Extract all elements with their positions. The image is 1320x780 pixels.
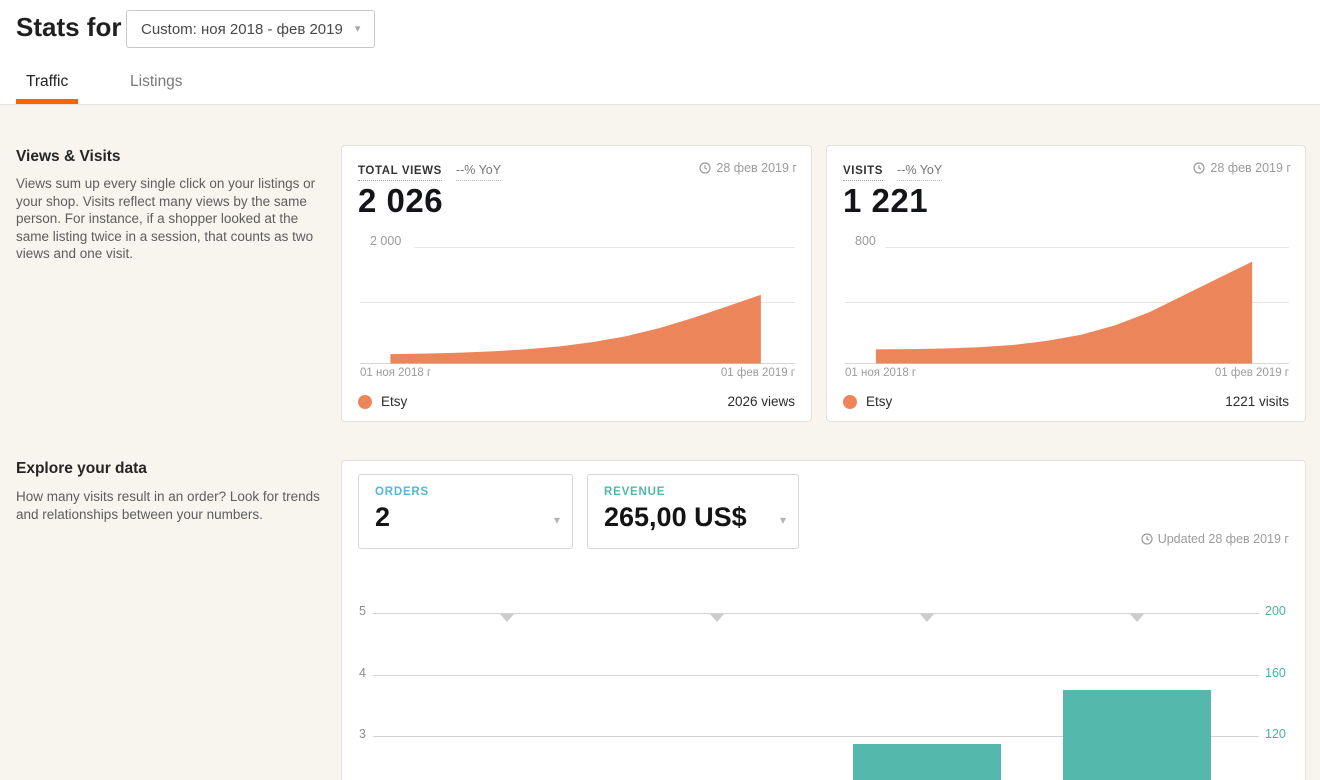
revenue-bar[interactable] bbox=[1063, 690, 1211, 780]
total-views-chart[interactable] bbox=[360, 247, 795, 364]
x-axis-labels: 01 ноя 2018 г 01 фев 2019 г bbox=[360, 367, 795, 379]
legend: Etsy 2026 views bbox=[358, 394, 795, 409]
gridline bbox=[373, 613, 1259, 614]
timestamp: 28 фев 2019 г bbox=[1193, 161, 1291, 175]
timeline-marker-icon[interactable] bbox=[920, 614, 934, 622]
updated-timestamp: Updated 28 фев 2019 г bbox=[1141, 532, 1289, 546]
tab-listings[interactable]: Listings bbox=[130, 73, 183, 90]
visits-label[interactable]: VISITS bbox=[843, 165, 884, 181]
clock-icon bbox=[1193, 162, 1206, 174]
timestamp: 28 фев 2019 г bbox=[699, 161, 797, 175]
x-start-label: 01 ноя 2018 г bbox=[845, 367, 917, 379]
tab-bar: Traffic Listings bbox=[0, 62, 1320, 105]
explorer-panel: ORDERS 2 ▾ REVENUE 265,00 US$ ▾ Updated … bbox=[341, 460, 1306, 780]
legend: Etsy 1221 visits bbox=[843, 394, 1289, 409]
metric-row: TOTAL VIEWS --% YoY 28 фев 2019 г bbox=[358, 161, 797, 181]
views-visits-description: Views sum up every single click on your … bbox=[16, 176, 316, 262]
x-end-label: 01 фев 2019 г bbox=[720, 367, 795, 379]
y-axis-max-label: 2 000 bbox=[370, 234, 402, 248]
revenue-axis-tick: 160 bbox=[1265, 665, 1286, 680]
etsy-legend-dot-icon bbox=[358, 394, 372, 409]
total-views-label[interactable]: TOTAL VIEWS bbox=[358, 165, 442, 181]
orders-axis-tick: 3 bbox=[359, 727, 366, 741]
timeline-marker-icon[interactable] bbox=[710, 614, 724, 622]
date-range-dropdown[interactable]: Custom: ноя 2018 - фев 2019 ▾ bbox=[126, 10, 376, 48]
yoy-label[interactable]: --% YoY bbox=[455, 163, 502, 181]
yoy-label[interactable]: --% YoY bbox=[897, 163, 943, 181]
orders-axis-tick: 5 bbox=[359, 604, 366, 618]
gridline bbox=[373, 674, 1259, 676]
explorer-chart: 5 200 4 160 3 120 bbox=[342, 461, 1305, 780]
timeline-marker-icon[interactable] bbox=[500, 614, 514, 622]
y-axis-max-label: 800 bbox=[855, 234, 876, 248]
gridline bbox=[845, 302, 1289, 303]
chevron-down-icon: ▾ bbox=[354, 22, 361, 35]
gridline bbox=[414, 247, 795, 248]
timeline-marker-icon[interactable] bbox=[1130, 614, 1144, 622]
visits-value: 1 221 bbox=[843, 182, 929, 219]
gridline bbox=[373, 736, 1259, 737]
explore-description: How many visits result in an order? Look… bbox=[16, 489, 320, 522]
chevron-down-icon: ▾ bbox=[779, 513, 786, 527]
x-end-label: 01 фев 2019 г bbox=[1214, 367, 1289, 379]
legend-label: Etsy bbox=[381, 394, 408, 409]
x-start-label: 01 ноя 2018 г bbox=[360, 367, 432, 379]
date-range-value: Custom: ноя 2018 - фев 2019 bbox=[141, 20, 343, 38]
views-area-series bbox=[366, 247, 795, 364]
tab-traffic[interactable]: Traffic bbox=[16, 61, 79, 104]
legend-label: Etsy bbox=[866, 394, 893, 409]
total-views-value: 2 026 bbox=[358, 182, 444, 219]
orders-axis-tick: 4 bbox=[359, 665, 366, 680]
header: Stats for Custom: ноя 2018 - фев 2019 ▾ bbox=[0, 0, 1320, 62]
visits-card: VISITS --% YoY 28 фев 2019 г 1 221 800 0… bbox=[826, 145, 1306, 422]
gridline bbox=[885, 247, 1289, 248]
orders-select[interactable]: ORDERS 2 ▾ bbox=[358, 474, 573, 549]
revenue-select-label: REVENUE bbox=[604, 486, 666, 498]
orders-select-label: ORDERS bbox=[375, 486, 430, 498]
clock-icon bbox=[1141, 533, 1153, 545]
views-total-label: 2026 views bbox=[727, 394, 795, 409]
visits-area-series bbox=[851, 247, 1289, 364]
revenue-select-value: 265,00 US$ bbox=[604, 502, 747, 532]
clock-icon bbox=[699, 162, 712, 174]
visits-chart[interactable] bbox=[845, 247, 1289, 364]
metric-row: VISITS --% YoY 28 фев 2019 г bbox=[843, 161, 1291, 181]
page-title: Stats for bbox=[16, 12, 122, 42]
revenue-axis-tick: 200 bbox=[1265, 604, 1286, 618]
views-visits-heading: Views & Visits bbox=[16, 148, 121, 165]
total-views-card: TOTAL VIEWS --% YoY 28 фев 2019 г 2 026 … bbox=[341, 145, 812, 422]
etsy-legend-dot-icon bbox=[843, 394, 857, 409]
visits-total-label: 1221 visits bbox=[1225, 394, 1289, 409]
revenue-axis-tick: 120 bbox=[1265, 727, 1286, 741]
main-content: Views & Visits Views sum up every single… bbox=[0, 105, 1320, 780]
gridline bbox=[360, 302, 795, 303]
orders-select-value: 2 bbox=[375, 502, 391, 532]
revenue-bar[interactable] bbox=[853, 744, 1001, 780]
explore-heading: Explore your data bbox=[16, 460, 147, 477]
x-axis-labels: 01 ноя 2018 г 01 фев 2019 г bbox=[845, 367, 1289, 379]
revenue-select[interactable]: REVENUE 265,00 US$ ▾ bbox=[587, 474, 799, 549]
chevron-down-icon: ▾ bbox=[553, 513, 560, 527]
